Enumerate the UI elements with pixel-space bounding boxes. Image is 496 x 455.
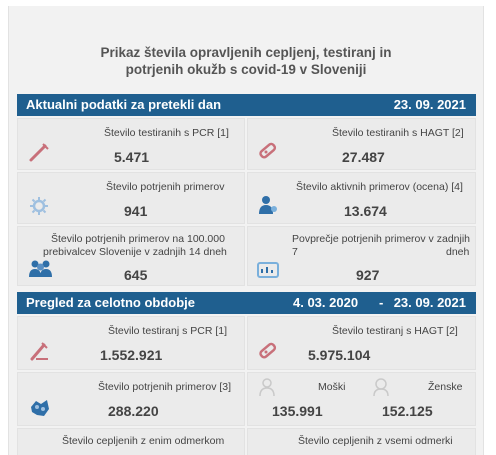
- card-total-confirmed[interactable]: Število potrjenih primerov [3] 288.220: [17, 372, 245, 426]
- card-daily-pcr[interactable]: Število testiranih s PCR [1] 5.471: [17, 118, 245, 170]
- card-total-vacc-all[interactable]: Število cepljenih z vsemi odmerki: [247, 428, 476, 455]
- card-daily-hagt[interactable]: Število testiranih s HAGT [2] 27.487: [247, 118, 476, 170]
- people-group-icon: [29, 260, 52, 277]
- card-label: Število potrjenih primerov: [106, 181, 225, 193]
- female-icon: [373, 378, 389, 397]
- card-value: 13.674: [344, 203, 387, 219]
- male-label: Moški: [318, 381, 346, 393]
- card-daily-per100k[interactable]: Število potrjenih primerov na 100.000 pr…: [17, 226, 245, 286]
- card-label-line-2: dneh: [446, 246, 470, 258]
- card-value: 27.487: [342, 149, 385, 165]
- card-label: Število testiranih s HAGT [2]: [332, 127, 464, 139]
- section-header-daily-label: Aktualni podatki za pretekli dan: [26, 97, 222, 112]
- card-label: Število cepljenih z enim odmerkom: [62, 435, 225, 447]
- card-total-pcr[interactable]: Število testiranj s PCR [1] 1.552.921: [17, 316, 245, 370]
- card-total-vacc-one[interactable]: Število cepljenih z enim odmerkom: [17, 428, 245, 455]
- section-header-total-label: Pregled za celotno obdobje: [26, 295, 196, 310]
- card-total-gender[interactable]: Moški 135.991 Ženske 152.125: [247, 372, 476, 426]
- dashboard-panel: Prikaz števila opravljenih cepljenj, tes…: [8, 6, 484, 455]
- section-header-daily: Aktualni podatki za pretekli dan 23. 09.…: [17, 94, 476, 116]
- card-label: Število testiranj s HAGT [2]: [332, 325, 458, 337]
- rapid-test-icon: [259, 342, 277, 359]
- card-value: 1.552.921: [100, 347, 163, 363]
- male-icon: [259, 378, 275, 397]
- card-total-hagt[interactable]: Število testiranj s HAGT [2] 5.975.104: [247, 316, 476, 370]
- card-daily-confirmed[interactable]: Število potrjenih primerov 941: [17, 172, 245, 224]
- card-value: 288.220: [108, 403, 159, 419]
- section-header-date-to: 23. 09. 2021: [393, 295, 466, 310]
- rapid-test-icon: [259, 142, 277, 159]
- section-header-date-from: 4. 03. 2020: [293, 295, 359, 310]
- card-label: Število testiranih s PCR [1]: [104, 127, 229, 139]
- card-label: Število potrjenih primerov [3]: [98, 381, 232, 393]
- page-title: Prikaz števila opravljenih cepljenj, tes…: [9, 44, 483, 78]
- female-value: 152.125: [382, 403, 433, 419]
- test-tube-icon: [29, 143, 49, 162]
- card-label: Število testiranj s PCR [1]: [108, 325, 228, 337]
- test-tube-icon: [30, 342, 48, 361]
- virus-map-icon: [31, 400, 49, 416]
- card-label-line-2: prebivalcev Slovenije v zadnjih 14 dneh: [43, 246, 227, 258]
- card-daily-avg7[interactable]: Povprečje potrjenih primerov v zadnjih 7…: [247, 226, 476, 286]
- person-icon: [259, 196, 277, 214]
- section-header-total: Pregled za celotno obdobje 4. 03. 2020 -…: [17, 292, 476, 314]
- card-value: 927: [356, 267, 380, 283]
- title-line-1: Prikaz števila opravljenih cepljenj, tes…: [100, 45, 392, 60]
- card-value: 645: [124, 267, 148, 283]
- card-label: Število cepljenih z vsemi odmerki: [298, 435, 453, 447]
- card-value: 5.975.104: [308, 347, 371, 363]
- female-label: Ženske: [428, 381, 463, 393]
- virus-icon: [30, 197, 48, 215]
- card-label-line-1: Povprečje potrjenih primerov v zadnjih 7: [292, 233, 471, 258]
- card-value: 5.471: [114, 149, 150, 165]
- calendar-chart-icon: [257, 262, 279, 278]
- card-value: 941: [124, 203, 148, 219]
- section-header-daily-date: 23. 09. 2021: [393, 97, 466, 112]
- card-label-line-1: Število potrjenih primerov na 100.000: [51, 233, 225, 245]
- section-header-dash: -: [379, 295, 384, 310]
- male-value: 135.991: [272, 403, 323, 419]
- card-daily-active[interactable]: Število aktivnih primerov (ocena) [4] 13…: [247, 172, 476, 224]
- title-line-2: potrjenih okužb s covid-19 v Sloveniji: [125, 62, 367, 77]
- card-label: Število aktivnih primerov (ocena) [4]: [296, 181, 463, 193]
